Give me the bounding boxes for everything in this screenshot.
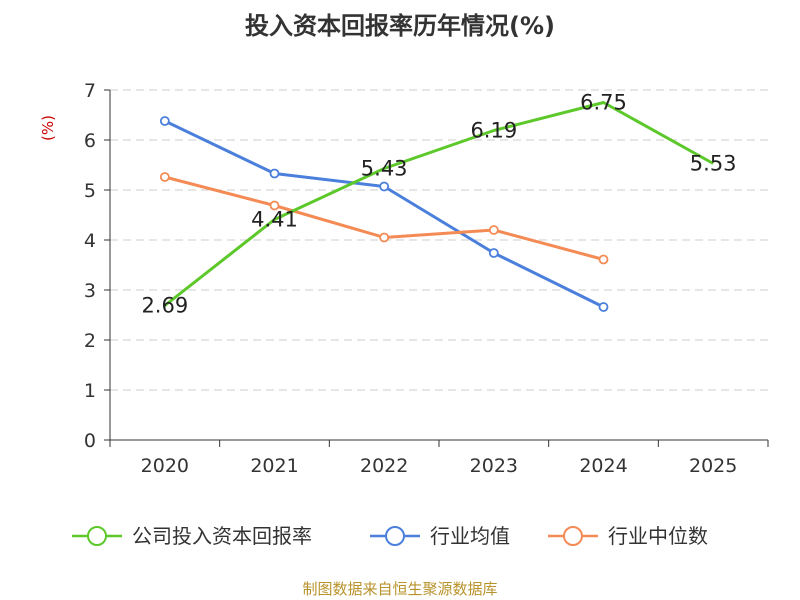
x-tick-label: 2023 <box>470 455 518 477</box>
x-tick-label: 2021 <box>250 455 298 477</box>
data-point <box>159 116 170 126</box>
data-point <box>269 200 280 211</box>
legend: 公司投入资本回报率 行业均值 行业中位数 <box>72 524 708 548</box>
x-tick-label: 2025 <box>689 455 737 477</box>
data-label: 6.19 <box>470 119 517 143</box>
legend-label: 行业均值 <box>430 524 510 548</box>
y-tick-label: 0 <box>84 430 96 452</box>
y-tick-label: 4 <box>84 230 96 252</box>
y-axis-label: (%) <box>39 115 57 141</box>
y-tick-labels: 0 1 2 3 4 5 6 7 <box>84 80 96 452</box>
data-point <box>379 232 390 243</box>
legend-item: 行业中位数 <box>548 524 708 548</box>
x-tick-label: 2024 <box>579 455 627 477</box>
x-tick-label: 2020 <box>141 455 189 477</box>
data-point <box>159 172 170 182</box>
data-point <box>598 302 609 312</box>
data-label: 2.69 <box>141 294 188 318</box>
y-tick-label: 5 <box>84 180 96 202</box>
y-tick-label: 7 <box>84 80 96 102</box>
data-labels: 2.69 4.41 5.43 6.19 6.75 5.53 <box>141 91 736 318</box>
legend-label: 公司投入资本回报率 <box>132 524 312 548</box>
y-tick-label: 6 <box>84 130 96 152</box>
series-lines <box>159 101 714 312</box>
data-point <box>488 248 499 258</box>
legend-marker <box>87 526 107 546</box>
data-point <box>598 254 609 265</box>
data-point <box>488 225 499 235</box>
y-tick-label: 3 <box>84 280 96 302</box>
series-line <box>163 101 714 307</box>
legend-item: 公司投入资本回报率 <box>72 524 312 548</box>
legend-label: 行业中位数 <box>608 524 708 548</box>
legend-marker <box>563 526 583 546</box>
gridlines <box>110 89 768 391</box>
data-label: 5.43 <box>361 157 408 181</box>
x-tick-labels: 2020 2021 2022 2023 2024 2025 <box>141 455 738 477</box>
data-label: 6.75 <box>580 91 627 115</box>
y-tick-label: 2 <box>84 330 96 352</box>
data-label: 5.53 <box>690 152 737 176</box>
legend-item: 行业均值 <box>370 524 510 548</box>
y-tick-label: 1 <box>84 380 96 402</box>
series-line <box>164 119 605 309</box>
chart-title: 投入资本回报率历年情况(%) <box>245 12 555 40</box>
axes <box>104 89 769 447</box>
data-label: 4.41 <box>251 208 298 232</box>
legend-marker <box>385 526 405 546</box>
source-note: 制图数据来自恒生聚源数据库 <box>302 580 498 598</box>
data-point <box>379 181 390 192</box>
x-tick-label: 2022 <box>360 455 408 477</box>
data-point <box>269 168 280 179</box>
